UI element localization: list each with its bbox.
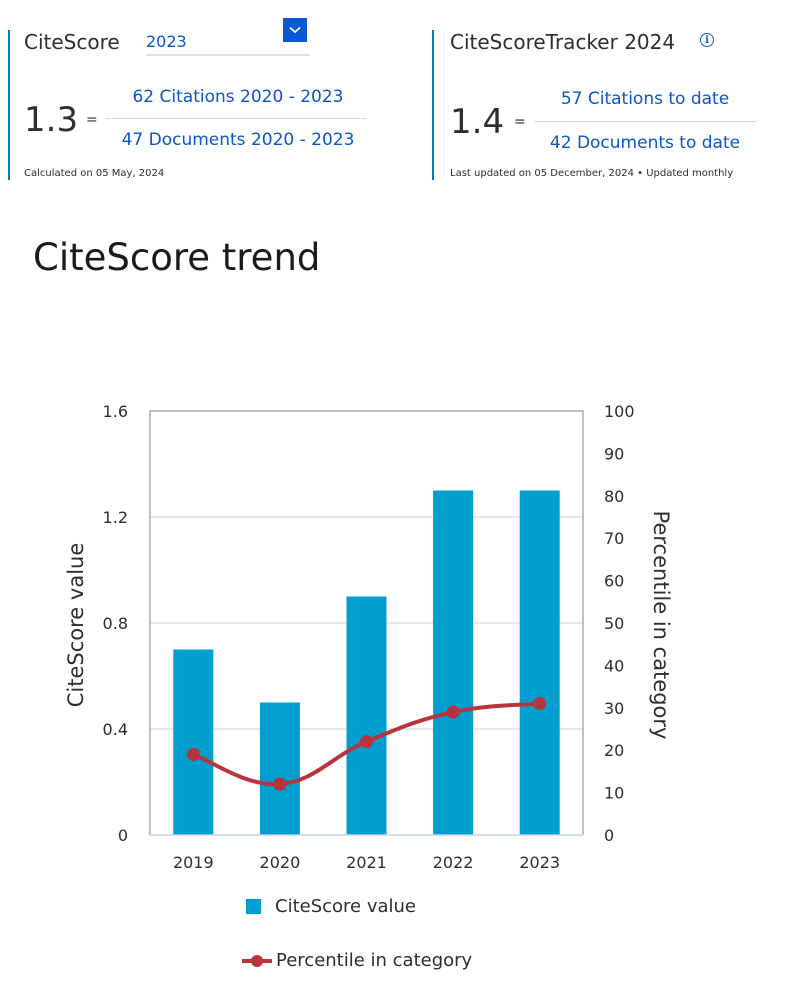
calculated-date: Calculated on 05 May, 2024: [24, 168, 165, 179]
left-tick-label: 0: [118, 826, 128, 845]
year-select-value[interactable]: 2023: [146, 32, 187, 51]
left-axis-title: CiteScore value: [64, 543, 88, 708]
equals-sign: =: [86, 112, 98, 128]
x-tick-label: 2021: [346, 853, 387, 872]
right-axis-ticks: 0 10 20 30 40 50 60 70 80 90 100: [604, 402, 635, 845]
fraction-divider: [106, 118, 366, 119]
left-axis-ticks: 0 0.4 0.8 1.2 1.6: [103, 402, 128, 845]
citescore-value: 1.3: [24, 100, 79, 140]
bar-2020: [259, 702, 300, 835]
left-tick-label: 1.6: [103, 402, 128, 421]
year-select[interactable]: 2023: [146, 18, 310, 56]
citescore-tracker-card: CiteScoreTracker 2024 i 1.4 = 57 Citatio…: [432, 30, 774, 180]
legend-item-citescore[interactable]: CiteScore value: [246, 896, 416, 917]
legend-line-marker-icon: [242, 954, 272, 967]
year-dropdown-button[interactable]: [283, 18, 307, 42]
percentile-point-2023: [533, 697, 547, 711]
citations-link[interactable]: 62 Citations 2020 - 2023: [132, 87, 344, 107]
percentile-points: [186, 697, 547, 791]
right-tick-label: 20: [604, 741, 624, 760]
right-tick-label: 70: [604, 529, 624, 548]
bar-2022: [433, 490, 474, 835]
right-axis-title: Percentile in category: [649, 511, 673, 740]
right-tick-label: 40: [604, 656, 624, 675]
right-tick-label: 90: [604, 444, 624, 463]
left-tick-label: 0.8: [103, 614, 128, 633]
right-tick-label: 60: [604, 572, 624, 591]
tracker-documents-link[interactable]: 42 Documents to date: [549, 133, 741, 153]
tracker-citations-link[interactable]: 57 Citations to date: [560, 89, 730, 109]
tracker-value: 1.4: [450, 102, 505, 142]
bar-2019: [173, 649, 214, 835]
info-icon[interactable]: i: [700, 33, 714, 47]
citescore-trend-chart: 0 0.4 0.8 1.2 1.6 0 10 20 30 40 50 60 70 80 90 100 201…: [64, 402, 673, 872]
right-tick-label: 80: [604, 487, 624, 506]
plot-frame: [149, 410, 584, 835]
right-tick-label: 10: [604, 784, 624, 803]
section-title: CiteScore trend: [33, 236, 321, 279]
x-tick-label: 2022: [433, 853, 474, 872]
citescore-title: CiteScore: [24, 30, 120, 54]
chevron-down-icon: [289, 26, 301, 34]
right-tick-label: 50: [604, 614, 624, 633]
percentile-point-2019: [186, 747, 200, 761]
percentile-point-2020: [273, 777, 287, 791]
left-tick-label: 1.2: [103, 508, 128, 527]
tracker-title: CiteScoreTracker 2024: [450, 30, 676, 54]
last-updated: Last updated on 05 December, 2024 • Upda…: [450, 168, 734, 179]
equals-sign: =: [514, 114, 526, 130]
legend-square-icon: [246, 899, 261, 914]
percentile-point-2021: [360, 735, 373, 749]
x-axis-ticks: 2019 2020 2021 2022 2023: [173, 853, 560, 872]
percentile-point-2022: [446, 705, 460, 719]
legend-item-percentile[interactable]: Percentile in category: [242, 950, 472, 971]
bar-2021: [346, 596, 387, 835]
fraction-divider: [534, 121, 756, 122]
legend-label-percentile: Percentile in category: [276, 950, 473, 971]
documents-link[interactable]: 47 Documents 2020 - 2023: [121, 130, 355, 150]
bar-2023: [519, 490, 560, 835]
citescore-card: CiteScore 2023 1.3 = 62 Citations 2020 -…: [8, 18, 390, 180]
x-tick-label: 2023: [519, 853, 560, 872]
right-tick-label: 30: [604, 699, 624, 718]
bars: [173, 490, 560, 835]
right-tick-label: 0: [604, 826, 614, 845]
left-tick-label: 0.4: [103, 720, 128, 739]
x-tick-label: 2020: [260, 853, 301, 872]
x-tick-label: 2019: [173, 853, 214, 872]
right-tick-label: 100: [604, 402, 635, 421]
legend-label-citescore: CiteScore value: [275, 896, 417, 917]
